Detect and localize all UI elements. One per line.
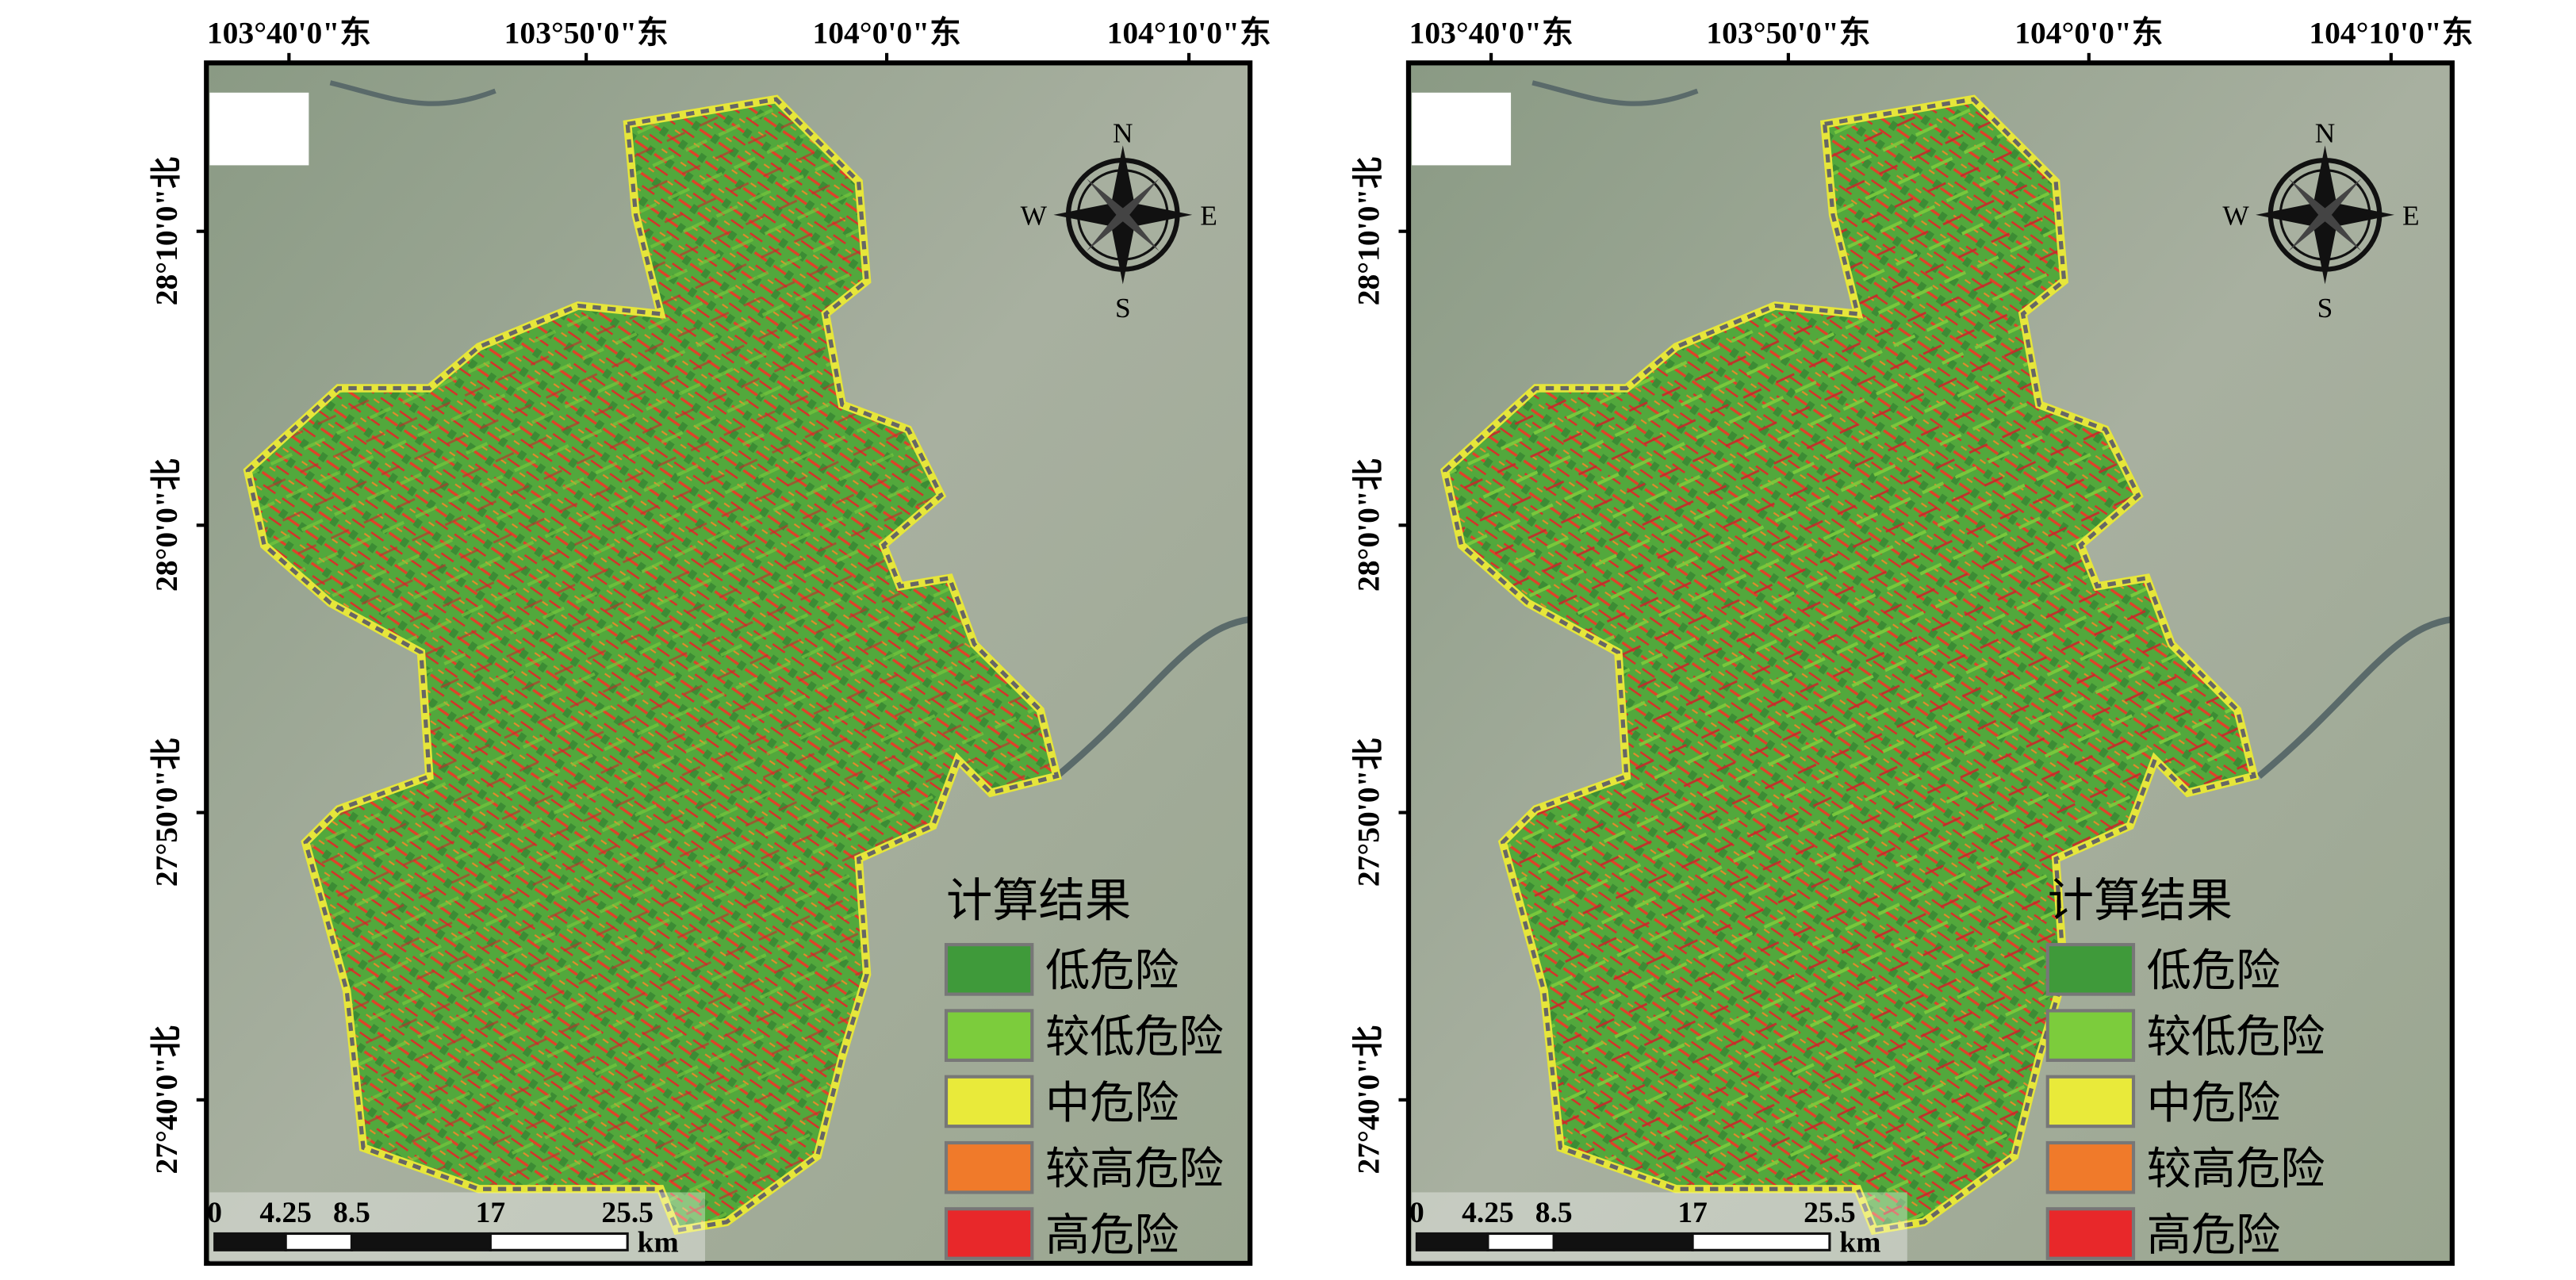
lon-label: 103°50'0"东 [504, 15, 669, 50]
compass-n: N [2315, 117, 2336, 148]
lat-label: 27°40'0"北 [149, 1025, 184, 1175]
compass-n: N [1113, 117, 1133, 148]
map-panel: 103°40'0"东 103°50'0"东 104°0'0"东 104°10'0"东 2… [149, 15, 1271, 1267]
panel-label-bg [1412, 92, 1512, 166]
legend-swatch [944, 1009, 1034, 1062]
district [243, 94, 1062, 1236]
legend-swatch [944, 1075, 1034, 1129]
lat-label: 28°0'0"北 [149, 458, 184, 592]
scale-label: 0 [1409, 1197, 1424, 1229]
legend-swatch [944, 943, 1034, 996]
compass-e: E [2402, 199, 2420, 231]
lat-label: 28°10'0"北 [1351, 157, 1386, 306]
scale-label: 0 [207, 1197, 222, 1229]
scale-label: 8.5 [333, 1197, 370, 1229]
legend-label: 低危险 [1045, 945, 1179, 997]
scale-segment [350, 1232, 492, 1251]
lon-label: 104°10'0"东 [2309, 15, 2473, 50]
district-boundary-dash [245, 97, 1060, 1233]
legend-label: 较高危险 [1045, 1144, 1224, 1195]
frame [1405, 60, 2455, 1267]
lat-label: 27°50'0"北 [149, 738, 184, 887]
legend-swatch [944, 1207, 1034, 1260]
legend-label: 低危险 [2147, 945, 2281, 997]
river [2256, 615, 2453, 779]
legend-title: 计算结果 [946, 874, 1131, 928]
legend-swatch [2045, 943, 2136, 996]
scale-label: 25.5 [1804, 1197, 1856, 1229]
legend-swatch [944, 1140, 1034, 1194]
river [1531, 80, 1699, 106]
river [1054, 615, 1251, 779]
legend-label: 中危险 [2147, 1078, 2281, 1129]
legend-title: 计算结果 [2048, 874, 2233, 928]
scale-label: 17 [476, 1197, 505, 1229]
lon-label: 103°40'0"东 [207, 15, 371, 50]
compass-s: S [2317, 292, 2333, 324]
district-texture [247, 99, 1057, 1231]
lon-label: 104°0'0"东 [2014, 15, 2163, 50]
scale-segment [1552, 1232, 1694, 1251]
scale-label: 4.25 [259, 1197, 312, 1229]
legend-label: 较低危险 [1045, 1011, 1224, 1063]
panel-label-bg [209, 92, 309, 166]
compass-e: E [1200, 199, 1217, 231]
district-boundary-dash [1442, 97, 2257, 1233]
scale-segment [1415, 1232, 1489, 1251]
scale-label: 17 [1677, 1197, 1707, 1229]
compass-w: W [2222, 199, 2249, 231]
compass-star [2288, 178, 2362, 251]
river [329, 80, 496, 106]
scale-segment [489, 1232, 629, 1251]
scale-unit: km [638, 1226, 679, 1259]
frame [204, 60, 1253, 1267]
lon-label: 103°40'0"东 [1409, 15, 1574, 50]
scale-label: 4.25 [1462, 1197, 1514, 1229]
legend-label: 较高危险 [2147, 1144, 2325, 1195]
legend-label: 较低危险 [2147, 1011, 2325, 1063]
compass-w: W [1021, 199, 1048, 231]
compass-s: S [1115, 292, 1131, 324]
scale-segment [213, 1232, 287, 1251]
lat-label: 28°0'0"北 [1351, 458, 1386, 592]
lat-label: 28°10'0"北 [149, 157, 184, 306]
lon-label: 103°50'0"东 [1706, 15, 1870, 50]
legend-swatch [2045, 1207, 2136, 1260]
legend-swatch [2045, 1075, 2136, 1129]
legend-label: 高危险 [1045, 1209, 1179, 1261]
scale-segment [1691, 1232, 1831, 1251]
lon-label: 104°10'0"东 [1107, 15, 1271, 50]
lat-label: 27°40'0"北 [1351, 1025, 1386, 1175]
scale-segment [284, 1232, 354, 1251]
map-panel: 103°40'0"东 103°50'0"东 104°0'0"东 104°10'0"东 2… [1351, 15, 2473, 1267]
legend-swatch [2045, 1140, 2136, 1194]
legend-label: 高危险 [2147, 1209, 2281, 1261]
lat-label: 27°50'0"北 [1351, 738, 1386, 887]
lon-label: 104°0'0"东 [812, 15, 960, 50]
scale-segment [1486, 1232, 1555, 1251]
legend-label: 中危险 [1045, 1078, 1179, 1129]
scale-label: 25.5 [601, 1197, 654, 1229]
scale-unit: km [1839, 1226, 1880, 1259]
compass-star [1086, 178, 1160, 251]
scale-label: 8.5 [1535, 1197, 1573, 1229]
legend-swatch [2045, 1009, 2136, 1062]
